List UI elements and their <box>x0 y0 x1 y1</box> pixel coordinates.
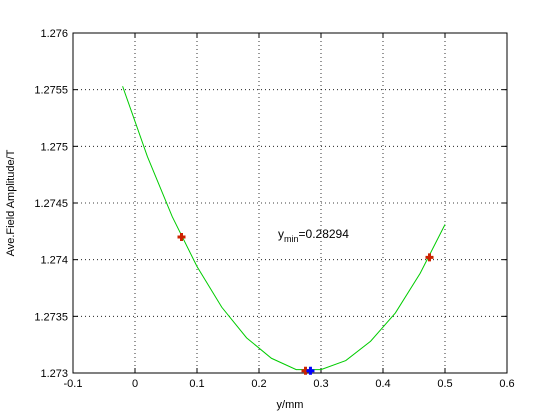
annotation: ymin=0.28294 <box>278 227 349 244</box>
x-tick-label: 0.1 <box>189 378 204 390</box>
axes-box <box>72 32 508 374</box>
annotation-text: y <box>278 227 284 241</box>
annotation-subscript: min <box>284 234 299 244</box>
x-tick-label: 0.6 <box>499 378 514 390</box>
y-tick-label: 1.276 <box>40 28 68 40</box>
y-axis-label: Ave.Field Amplitude/T <box>5 149 17 256</box>
y-tick-label: 1.2735 <box>34 311 68 323</box>
x-tick-label: 0.2 <box>251 378 266 390</box>
x-tick-label: 0 <box>132 378 138 390</box>
y-tick-label: 1.275 <box>40 141 68 153</box>
y-tick-label: 1.273 <box>40 368 68 380</box>
y-tick-label: 1.2745 <box>34 198 68 210</box>
x-axis-label: y/mm <box>277 399 304 411</box>
x-tick-label: 0.4 <box>375 378 390 390</box>
fit-line <box>122 86 446 371</box>
annotation-suffix: =0.28294 <box>299 227 350 241</box>
x-tick-label: 0.3 <box>313 378 328 390</box>
point-marker <box>425 253 434 262</box>
point-marker <box>306 366 315 375</box>
point-marker <box>177 233 186 241</box>
x-tick-label: -0.1 <box>64 378 83 390</box>
y-tick-label: 1.274 <box>40 255 68 267</box>
y-tick-label: 1.2755 <box>34 85 68 97</box>
x-tick-label: 0.5 <box>437 378 452 390</box>
